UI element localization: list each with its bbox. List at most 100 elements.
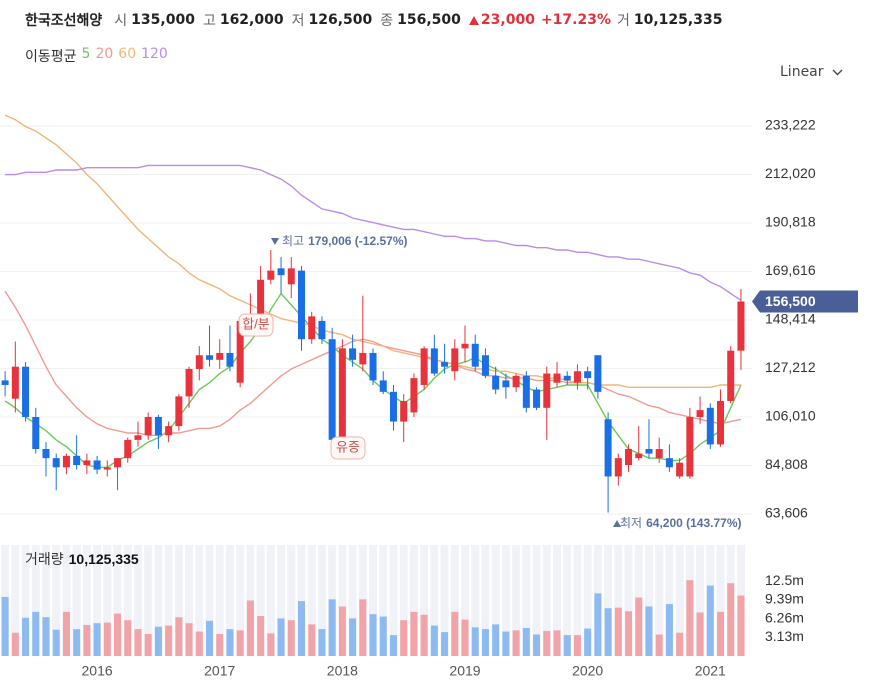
candle-body — [52, 458, 60, 468]
candle-body — [103, 467, 111, 470]
volume-slot — [430, 545, 439, 656]
candle-body — [430, 348, 438, 374]
volume-bar — [563, 635, 571, 656]
volume-slot — [215, 545, 224, 656]
legend: 이동평균 5 20 60 120 — [25, 46, 168, 66]
volume-bar — [737, 595, 745, 656]
volume-slot — [236, 545, 245, 656]
volume-slot — [154, 545, 163, 656]
volume-slot — [552, 545, 561, 656]
volume-tick-label: 9.39m — [765, 591, 804, 607]
candle-body — [359, 352, 367, 365]
candle-body — [226, 352, 234, 367]
volume-slot — [103, 545, 112, 656]
volume-slot — [113, 545, 122, 656]
high-annotation: 최고 179,006 (-12.57%) — [282, 234, 408, 248]
volume-slot — [665, 545, 674, 656]
volume-slot — [133, 545, 142, 656]
volume-bar — [236, 630, 244, 656]
volume-slot — [501, 545, 510, 656]
volume-bar — [73, 629, 81, 656]
volume-slot — [644, 545, 653, 656]
volume-slot — [82, 545, 91, 656]
field-value: 126,500 — [308, 12, 373, 28]
y-tick-label: 169,616 — [765, 262, 816, 278]
candle-body — [502, 380, 510, 388]
volume-slot — [614, 545, 623, 656]
candle-body — [206, 355, 214, 360]
volume-bar — [553, 630, 561, 656]
volume-bar — [206, 620, 214, 656]
volume-bar — [533, 634, 541, 656]
volume-bar — [584, 628, 592, 656]
candle-body — [543, 373, 551, 408]
volume-slot — [379, 545, 388, 656]
candle-body — [533, 389, 541, 408]
candle-body — [594, 355, 602, 392]
candle-body — [706, 407, 714, 445]
candle-body — [297, 270, 305, 340]
legend-entry: 5 — [81, 46, 91, 62]
volume-slot — [491, 545, 500, 656]
chevron[interactable] — [832, 69, 843, 76]
candle-body — [655, 449, 663, 459]
volume-slot — [389, 545, 398, 656]
volume-bar — [502, 631, 510, 656]
volume-bar — [297, 601, 305, 656]
volume-bar — [594, 593, 602, 656]
field-label: 고 — [202, 13, 216, 29]
scale-menu[interactable]: Linear — [780, 64, 843, 80]
volume-bar — [83, 624, 91, 656]
candle-body — [308, 316, 316, 340]
candle-body — [737, 301, 745, 351]
volume-slot — [52, 545, 61, 656]
volume-bar — [522, 627, 530, 656]
legend-title: 이동평균 — [25, 49, 77, 65]
volume-bar — [165, 625, 173, 656]
volume-bar — [717, 611, 725, 656]
candle-body — [410, 378, 418, 413]
volume-bar — [665, 604, 673, 656]
candle-body — [573, 371, 581, 383]
volume-bar — [369, 614, 377, 656]
volume-bar — [185, 623, 193, 656]
candle-body — [727, 350, 735, 401]
volume-slot — [123, 545, 132, 656]
volume-slot — [338, 545, 347, 656]
volume-bar — [379, 616, 387, 656]
volume-slot — [307, 545, 316, 656]
candle-body — [73, 455, 81, 466]
moving-average-line — [4, 114, 741, 388]
volume-bar — [226, 629, 234, 656]
volume-bar — [543, 630, 551, 656]
volume-bar — [308, 624, 316, 656]
volume-slot — [266, 545, 275, 656]
candle-body — [614, 458, 622, 477]
candle-body — [584, 371, 592, 379]
candle-body — [645, 449, 653, 454]
candle-body — [328, 339, 336, 440]
volume-slot — [195, 545, 204, 656]
field-value: 10,125,335 — [633, 12, 723, 28]
candle-body — [195, 355, 203, 369]
y-tick-label: 212,020 — [765, 165, 816, 181]
candle-body — [553, 373, 561, 383]
volume-bar — [103, 622, 111, 656]
volume-bar — [614, 607, 622, 656]
event-label: 유증 — [336, 439, 360, 454]
y-tick-label: 84,808 — [765, 456, 808, 472]
volume-bar — [134, 629, 142, 656]
volume-bar — [42, 617, 50, 656]
volume-slot — [409, 545, 418, 656]
volume-slot — [185, 545, 194, 656]
volume-slot — [369, 545, 378, 656]
x-tick-label: 2018 — [327, 663, 358, 679]
event-badge — [238, 313, 274, 337]
candle-body — [451, 348, 459, 372]
volume-tick-label: 12.5m — [765, 572, 804, 588]
volume-bar — [175, 617, 183, 656]
scale-menu-label[interactable]: Linear — [780, 64, 824, 80]
volume-bar — [216, 633, 224, 656]
candle-body — [144, 416, 152, 436]
candle-body — [216, 352, 224, 360]
